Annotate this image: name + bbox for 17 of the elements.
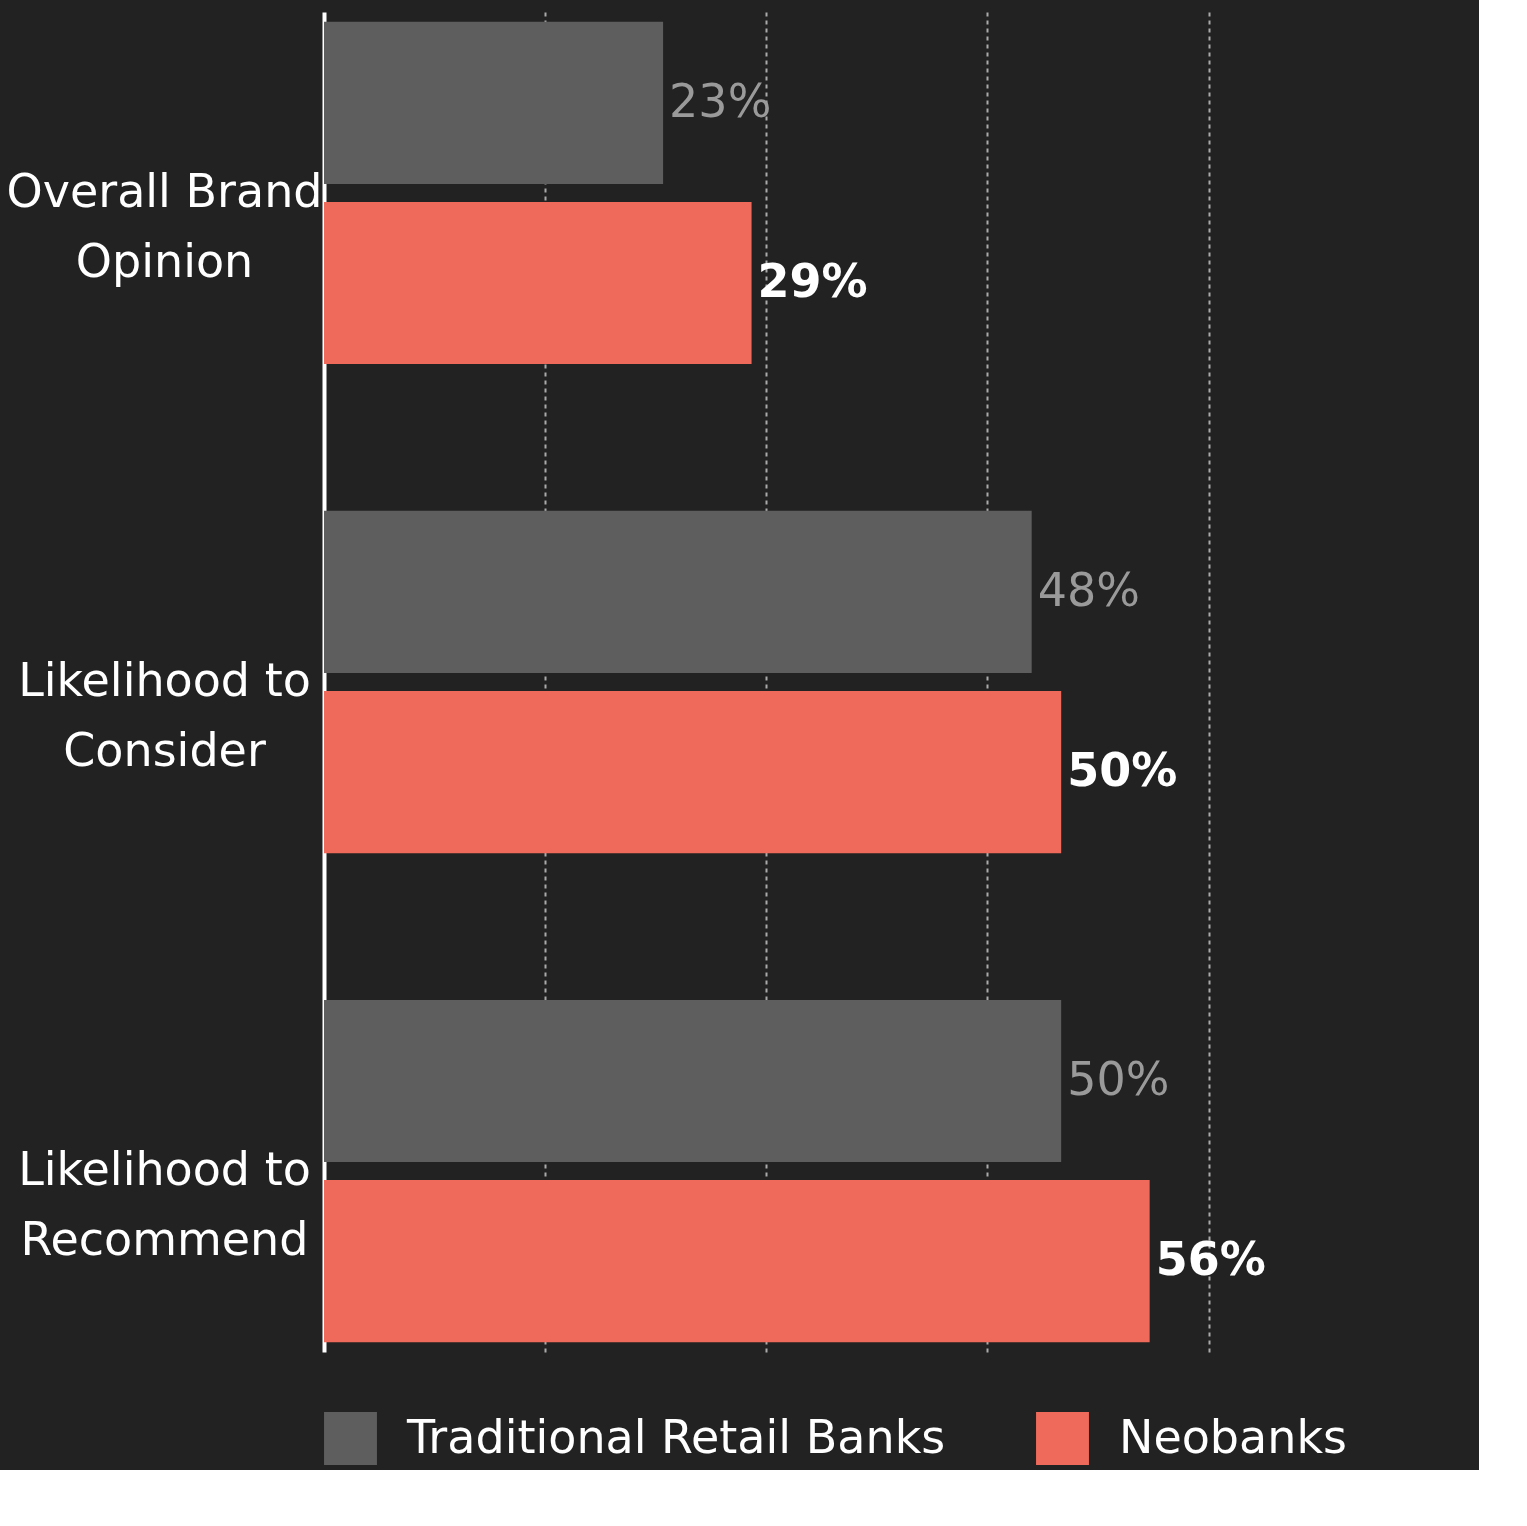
legend-label: Neobanks (1119, 1409, 1348, 1464)
data-label: 56% (1155, 1232, 1266, 1287)
data-label: 23% (669, 73, 772, 128)
data-label: 48% (1037, 562, 1140, 617)
data-label: 50% (1067, 1051, 1170, 1106)
y-tick-label: Overall Brand Opinion (6, 163, 323, 288)
bar (324, 999, 1062, 1163)
y-tick-label: Likelihood to Recommend (18, 1142, 311, 1267)
y-tick-label: Likelihood to Consider (18, 653, 311, 777)
data-label: 29% (757, 254, 868, 309)
bar (324, 21, 664, 184)
data-label: 50% (1067, 743, 1178, 798)
bar (324, 510, 1032, 673)
bar (324, 691, 1062, 854)
bar (324, 1180, 1150, 1343)
bar (324, 201, 752, 365)
legend-label: Traditional Retail Banks (406, 1409, 946, 1464)
